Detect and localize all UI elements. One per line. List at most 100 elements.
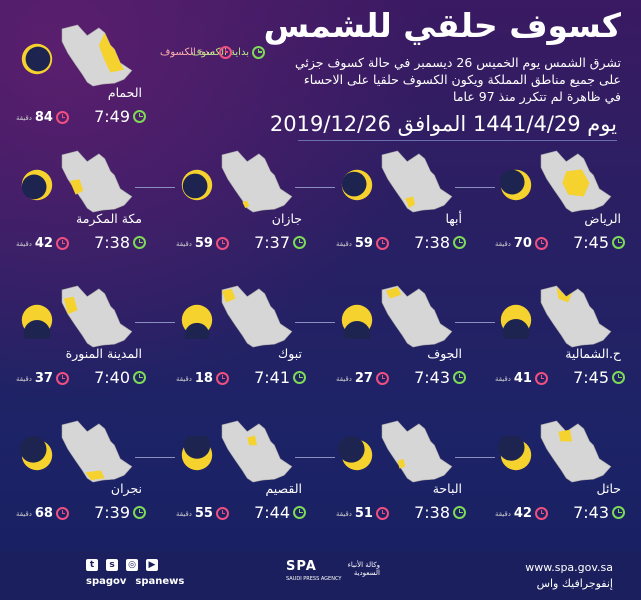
city-stats: دقيقة 37 7:40 <box>16 368 146 388</box>
city-card: الجوف دقيقة 27 7:43 <box>336 285 466 395</box>
clock-icon <box>293 506 306 519</box>
city-name: مكة المكرمة <box>76 211 142 226</box>
row-separator <box>295 187 335 188</box>
city-name: الجوف <box>427 346 462 361</box>
clock-icon <box>453 371 466 384</box>
city-stats: دقيقة 59 7:37 <box>176 233 306 253</box>
start-time: 7:41 <box>254 368 306 387</box>
city-stats: دقيقة 42 7:43 <box>495 503 625 523</box>
duration-value: 51 <box>354 506 373 521</box>
youtube-icon[interactable]: ▶ <box>146 559 158 571</box>
duration-value: 37 <box>34 371 53 386</box>
duration-unit: دقيقة <box>176 509 192 518</box>
duration-unit: دقيقة <box>176 239 192 248</box>
duration: دقيقة 55 <box>176 506 229 521</box>
row-separator <box>295 322 335 323</box>
city-card: نجران دقيقة 68 7:39 <box>16 420 146 530</box>
duration: دقيقة 37 <box>16 371 69 386</box>
city-card: المدينة المنورة دقيقة 37 7:40 <box>16 285 146 395</box>
start-time: 7:43 <box>414 368 466 387</box>
duration-unit: دقيقة <box>16 239 32 248</box>
eclipse-icon <box>21 43 53 75</box>
website-link[interactable]: www.spa.gov.sa <box>525 561 613 574</box>
city-card: حائل دقيقة 42 7:43 <box>495 420 625 530</box>
map-icon <box>61 420 133 483</box>
timer-icon <box>534 507 548 520</box>
snapchat-icon[interactable]: s <box>106 559 118 571</box>
start-time-value: 7:43 <box>573 503 609 522</box>
intro-text: تشرق الشمس يوم الخميس 26 ديسمبر في حالة … <box>294 55 621 104</box>
eclipse-icon <box>499 169 532 201</box>
city-card: جازان دقيقة 59 7:37 <box>176 150 306 260</box>
city-name: حائل <box>596 481 621 496</box>
duration: دقيقة 42 <box>495 506 548 521</box>
duration-unit: دقيقة <box>336 509 352 518</box>
instagram-icon[interactable]: ◎ <box>126 559 138 571</box>
start-time: 7:40 <box>94 368 146 387</box>
eclipse-icon <box>181 436 213 471</box>
legend: بداية الكسوف مدة الكسوف <box>160 42 265 62</box>
start-time: 7:39 <box>94 503 146 522</box>
duration: دقيقة 59 <box>336 236 389 251</box>
start-time: 7:43 <box>573 503 625 522</box>
start-time-value: 7:38 <box>414 233 450 252</box>
city-card: تبوك دقيقة 18 7:41 <box>176 285 306 395</box>
city-name: ح.الشمالية <box>565 346 621 361</box>
clock-icon <box>133 110 146 123</box>
clock-icon <box>612 506 625 519</box>
clock-icon <box>252 45 265 59</box>
row-separator <box>455 457 495 458</box>
start-time: 7:38 <box>414 233 466 252</box>
clock-icon <box>133 236 146 249</box>
timer-icon <box>375 237 389 250</box>
duration-value: 18 <box>194 371 213 386</box>
eclipse-icon <box>181 304 213 339</box>
start-time: 7:37 <box>254 233 306 252</box>
city-stats: دقيقة 59 7:38 <box>336 233 466 253</box>
eclipse-icon <box>341 169 373 201</box>
handle-spanews[interactable]: spanews <box>135 576 185 587</box>
city-card: القصيم دقيقة 55 7:44 <box>176 420 306 530</box>
city-name: القصيم <box>265 481 302 496</box>
start-time-value: 7:45 <box>573 368 609 387</box>
spa-logo-arabic: وكالة الأنباء السعودية <box>347 561 380 577</box>
start-time: 7:38 <box>414 503 466 522</box>
eclipse-icon <box>21 304 53 339</box>
handle-spagov[interactable]: spagov <box>86 576 127 587</box>
clock-icon <box>453 506 466 519</box>
city-card: ح.الشمالية دقيقة 41 7:45 <box>495 285 625 395</box>
duration: دقيقة 70 <box>495 236 548 251</box>
spa-logo: SPA SAUDI PRESS AGENCY <box>286 560 341 586</box>
city-card: أبها دقيقة 59 7:38 <box>336 150 466 260</box>
map-icon <box>61 285 133 348</box>
duration: دقيقة 84 <box>16 110 69 125</box>
duration-value: 55 <box>194 506 213 521</box>
map-icon <box>540 285 612 348</box>
city-card: مكة المكرمة دقيقة 42 7:38 <box>16 150 146 260</box>
duration-value: 59 <box>354 236 373 251</box>
duration: دقيقة 42 <box>16 236 69 251</box>
city-stats: دقيقة 70 7:45 <box>495 233 625 253</box>
clock-icon <box>453 236 466 249</box>
clock-icon <box>612 371 625 384</box>
timer-icon <box>55 372 69 385</box>
map-icon <box>381 285 453 348</box>
timer-icon <box>375 372 389 385</box>
map-icon <box>540 150 612 213</box>
eclipse-icon <box>181 169 213 201</box>
clock-icon <box>293 236 306 249</box>
city-stats: دقيقة 68 7:39 <box>16 503 146 523</box>
city-card: الرياض دقيقة 70 7:45 <box>495 150 625 260</box>
twitter-icon[interactable]: t <box>86 559 98 571</box>
duration: دقيقة 59 <box>176 236 229 251</box>
city-name: تبوك <box>277 346 302 361</box>
social-icons: t s ◎ ▶ <box>86 559 158 571</box>
duration: دقيقة 51 <box>336 506 389 521</box>
map-icon <box>61 150 133 213</box>
eclipse-icon <box>341 304 373 339</box>
duration: دقيقة 41 <box>495 371 548 386</box>
start-time: 7:45 <box>573 368 625 387</box>
eclipse-icon <box>497 436 532 471</box>
eclipse-icon <box>500 304 532 339</box>
city-name: المدينة المنورة <box>65 346 142 361</box>
